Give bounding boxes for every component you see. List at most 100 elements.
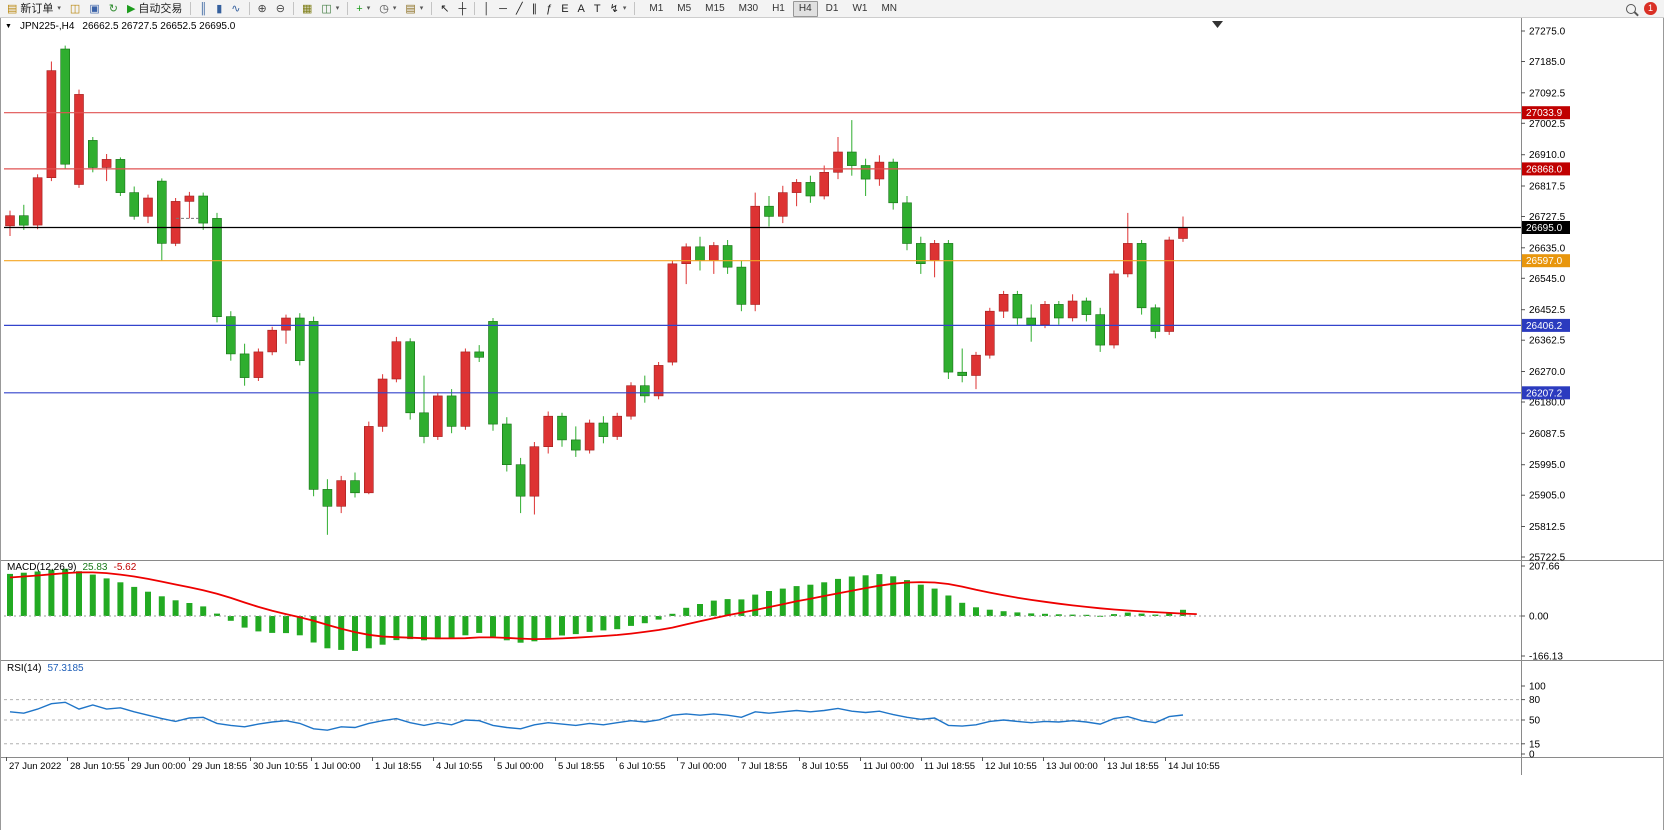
horizontal-line-button[interactable]: ─ xyxy=(495,1,511,17)
timeframe-d1[interactable]: D1 xyxy=(825,2,839,14)
macd-histogram-bar xyxy=(917,584,924,616)
new-order-icon: ▤ xyxy=(7,2,18,15)
candle-up xyxy=(101,159,112,168)
timeframe-mn[interactable]: MN xyxy=(881,2,898,14)
candle-down xyxy=(515,464,526,497)
timeframe-m1[interactable]: M1 xyxy=(649,2,664,14)
refresh-button[interactable]: ↻ xyxy=(105,1,122,17)
zoom-in-button[interactable]: ⊕ xyxy=(254,1,271,17)
arrows-button[interactable]: ↯ ▾ xyxy=(606,1,631,17)
macd-histogram-bar xyxy=(89,574,96,616)
candle-down xyxy=(239,353,250,378)
candle-down xyxy=(488,321,498,425)
candle-down xyxy=(60,48,71,165)
time-axis-label: 13 Jul 00:00 xyxy=(1046,761,1098,772)
zoom-in-icon: ⊕ xyxy=(257,2,267,15)
notification-badge[interactable]: 1 xyxy=(1644,2,1657,15)
price-tag-label: 26868.0 xyxy=(1526,164,1563,175)
candle-up xyxy=(819,172,830,197)
candle-up xyxy=(1040,304,1050,325)
macd-histogram-bar xyxy=(476,616,483,633)
zoom-out-button[interactable]: ⊖ xyxy=(272,1,289,17)
macd-histogram-bar xyxy=(365,616,372,649)
indicators-icon: + xyxy=(356,2,363,15)
templates-button[interactable]: ▤ ▾ xyxy=(401,1,427,17)
elliott-wave-button[interactable]: E xyxy=(557,1,572,17)
crosshair-button[interactable]: ┼ xyxy=(454,1,470,17)
macd-histogram-bar xyxy=(214,613,220,616)
search-icon[interactable] xyxy=(1626,3,1636,14)
zoom-out-icon: ⊖ xyxy=(275,2,285,15)
timeframe-w1[interactable]: W1 xyxy=(852,2,868,14)
price-axis-label: 26817.5 xyxy=(1529,182,1566,193)
candle-up xyxy=(777,192,788,217)
profiles-button[interactable]: ▣ xyxy=(85,1,103,17)
time-axis-label: 28 Jun 10:55 xyxy=(70,761,125,772)
candlestick-chart-icon: ▮ xyxy=(216,2,223,15)
text-button[interactable]: A xyxy=(574,1,589,17)
macd-axis-label: 0.00 xyxy=(1529,611,1549,622)
candle-down xyxy=(1026,317,1036,326)
candle-down xyxy=(943,243,954,373)
timeframe-h4[interactable]: H4 xyxy=(792,0,818,17)
toolbar-button-group: ║ ▮ ∿ ⊕ ⊖ ▦ ◫ ▾ + ▾ ◷ ▾ ▤ ▾ ↖ ┼ │ ─ ╱ ∥ ƒ E A T ↯ ▾ xyxy=(187,1,638,17)
indicators-button[interactable]: + ▾ xyxy=(352,1,374,17)
timeframe-m30[interactable]: M30 xyxy=(738,2,759,14)
bar-chart-button[interactable]: ║ xyxy=(195,1,211,17)
channel-button[interactable]: ∥ xyxy=(528,1,542,17)
text-icon: A xyxy=(577,2,585,15)
price-axis-label: 26545.0 xyxy=(1529,274,1566,285)
candle-down xyxy=(474,351,485,358)
macd-histogram-bar xyxy=(1152,614,1159,616)
timeframe-m5[interactable]: M5 xyxy=(677,2,692,14)
macd-histogram-bar xyxy=(1069,614,1076,616)
candle-down xyxy=(405,341,416,414)
trendline-button[interactable]: ╱ xyxy=(512,1,527,17)
cursor-button[interactable]: ↖ xyxy=(436,1,453,17)
macd-histogram-bar xyxy=(904,580,910,616)
candle-down xyxy=(639,385,650,397)
charts-window-button[interactable]: ◫ xyxy=(66,1,84,17)
tile-windows-button[interactable]: ▦ xyxy=(298,1,316,17)
macd-histogram-bar xyxy=(76,571,82,616)
vertical-line-button[interactable]: │ xyxy=(479,1,494,17)
line-chart-button[interactable]: ∿ xyxy=(227,1,244,17)
timeframe-m15[interactable]: M15 xyxy=(705,2,725,14)
text-label-button[interactable]: T xyxy=(590,1,605,17)
candle-down xyxy=(350,480,360,494)
timeframe-h1[interactable]: H1 xyxy=(772,2,785,14)
candle-up xyxy=(998,293,1009,312)
candlestick-chart-button[interactable]: ▮ xyxy=(212,1,226,17)
macd-histogram-bar xyxy=(1028,613,1035,616)
price-axis-label: 26635.0 xyxy=(1529,243,1566,254)
periods-button[interactable]: ◷ ▾ xyxy=(375,1,400,17)
price-axis-label: 27092.5 xyxy=(1529,88,1566,99)
chart-shift-marker-icon[interactable] xyxy=(1212,21,1223,28)
candle-up xyxy=(529,446,540,497)
candle-up xyxy=(143,197,153,217)
candle-up xyxy=(336,480,347,507)
periods-icon: ◷ xyxy=(379,2,389,15)
macd-histogram-bar xyxy=(641,616,648,624)
autotrading-label: 自动交易 xyxy=(138,2,183,15)
price-axis-label: 26362.5 xyxy=(1529,336,1566,347)
new-order-button[interactable]: ▤ 新订单 ▾ xyxy=(3,1,65,17)
toolbar-separator xyxy=(248,2,250,15)
macd-histogram-bar xyxy=(283,616,289,634)
macd-histogram-bar xyxy=(669,613,676,616)
new-chart-button[interactable]: ◫ ▾ xyxy=(317,1,343,17)
new-order-label: 新订单 xyxy=(20,2,54,15)
autotrading-button[interactable]: ▶ 自动交易 xyxy=(123,1,186,17)
macd-histogram-bar xyxy=(945,595,952,616)
candle-down xyxy=(557,415,567,441)
candle-up xyxy=(681,246,692,265)
fibonacci-button[interactable]: ƒ xyxy=(542,1,556,17)
time-axis-label: 27 Jun 2022 xyxy=(9,761,61,772)
time-axis-label: 1 Jul 00:00 xyxy=(314,761,360,772)
collapse-arrow-icon[interactable]: ▼ xyxy=(5,23,12,30)
candle-up xyxy=(281,317,291,331)
macd-histogram-bar xyxy=(807,584,814,616)
macd-histogram-bar xyxy=(103,578,110,616)
candle-up xyxy=(170,201,181,244)
